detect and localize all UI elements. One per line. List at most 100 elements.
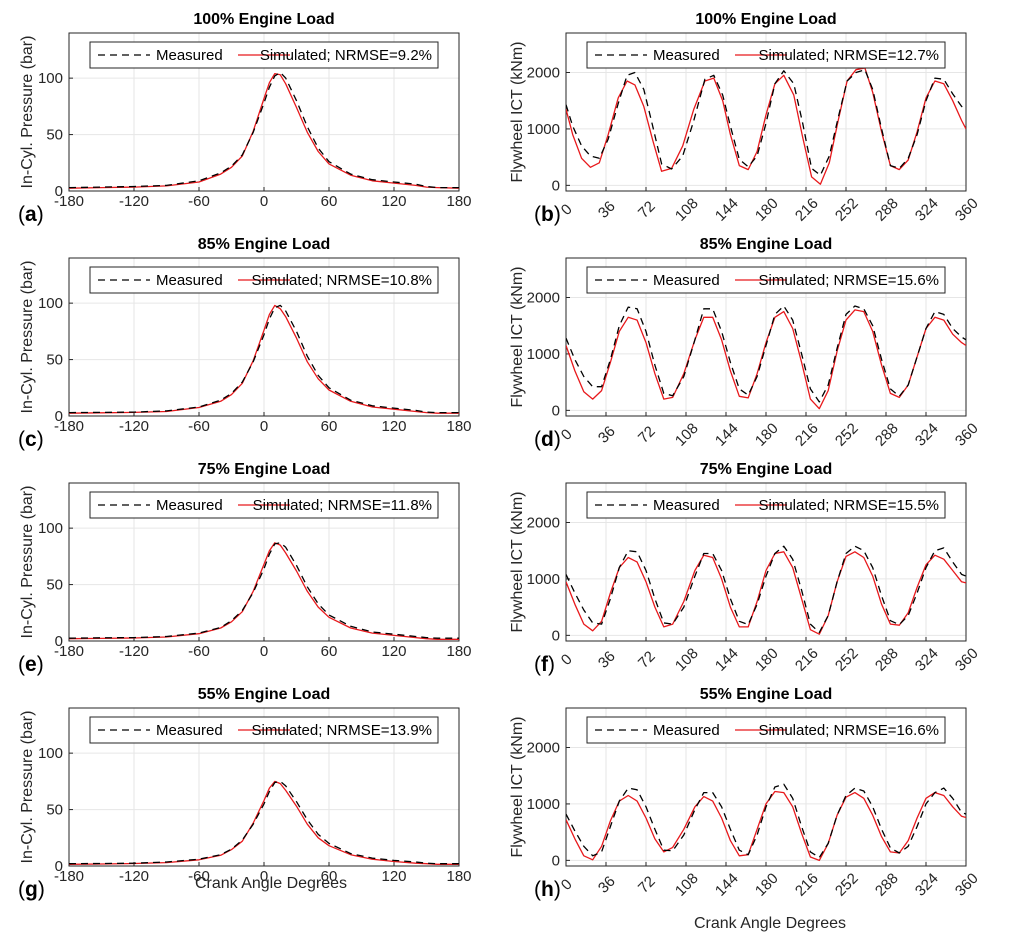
- legend-label-measured: Measured: [653, 47, 720, 64]
- legend: Measured Simulated; NRMSE=10.8%: [89, 266, 439, 294]
- x-tick-label: 120: [381, 418, 406, 435]
- legend-label-measured: Measured: [156, 497, 223, 514]
- legend: Measured Simulated; NRMSE=16.6%: [586, 716, 946, 744]
- x-tick-label: 60: [321, 418, 338, 435]
- chart-h: 0 36 72 108 144 180 216 252 288 324 36001000200055…: [509, 686, 982, 901]
- series-measured: [566, 69, 966, 176]
- legend: Measured Simulated; NRMSE=11.8%: [89, 491, 439, 519]
- panel-label: (e): [18, 653, 44, 676]
- series-measured: [566, 305, 966, 403]
- y-tick-label: 50: [46, 352, 63, 369]
- y-tick-label: 0: [55, 183, 63, 200]
- series-simulated: [69, 72, 459, 189]
- legend: Measured Simulated; NRMSE=12.7%: [586, 41, 946, 69]
- legend-label-simulated: Simulated; NRMSE=9.2%: [260, 47, 432, 64]
- legend: Measured Simulated; NRMSE=15.6%: [586, 266, 946, 294]
- chart-c: -180 -120 -60 0 60 120 180 0 50 100 85% Engine Loa…: [18, 236, 472, 451]
- legend-label-measured: Measured: [156, 272, 223, 289]
- y-tick-label: 100: [38, 520, 63, 537]
- series-measured: [69, 304, 459, 414]
- y-tick-label: 1000: [527, 121, 560, 138]
- x-tick-label: -60: [188, 418, 210, 435]
- y-tick-label: 50: [46, 802, 63, 819]
- y-tick-label: 0: [55, 633, 63, 650]
- series-measured: [69, 71, 459, 189]
- y-axis-label: Flywheel ICT (kNm): [509, 41, 526, 182]
- y-tick-label: 2000: [527, 65, 560, 82]
- legend: Measured Simulated; NRMSE=9.2%: [89, 41, 439, 69]
- y-tick-label: 0: [55, 858, 63, 875]
- chart-g: -180 -120 -60 0 60 120 180 0 50 100 55% Engine Loa…: [18, 686, 472, 901]
- y-tick-label: 1000: [527, 571, 560, 588]
- panel-label: (c): [18, 428, 44, 451]
- x-tick-label: -120: [119, 193, 149, 210]
- chart-title: 85% Engine Load: [700, 236, 832, 253]
- x-tick-label: -60: [188, 868, 210, 885]
- chart-title: 75% Engine Load: [700, 461, 832, 478]
- panel-label: (a): [18, 203, 44, 226]
- chart-a: -180 -120 -60 0 60 120 180 0 50 100 100% Engine Lo…: [18, 11, 472, 226]
- chart-title: 100% Engine Load: [193, 11, 334, 28]
- x-axis-label-right: Crank Angle Degrees: [694, 915, 846, 932]
- series-measured: [566, 783, 966, 859]
- series-simulated: [566, 551, 966, 635]
- y-tick-label: 0: [552, 852, 560, 869]
- legend-label-simulated: Simulated; NRMSE=10.8%: [252, 272, 433, 289]
- legend-label-measured: Measured: [156, 47, 223, 64]
- y-tick-label: 0: [552, 177, 560, 194]
- y-tick-label: 0: [55, 408, 63, 425]
- legend: Measured Simulated; NRMSE=13.9%: [89, 716, 439, 744]
- y-tick-label: 100: [38, 745, 63, 762]
- legend-label-measured: Measured: [156, 722, 223, 739]
- x-tick-label: -120: [119, 868, 149, 885]
- y-axis-label: Flywheel ICT (kNm): [509, 716, 526, 857]
- chart-title: 75% Engine Load: [198, 461, 330, 478]
- series-simulated: [69, 304, 459, 414]
- y-axis-label: In-Cyl. Pressure (bar): [19, 711, 36, 864]
- x-tick-label: -60: [188, 193, 210, 210]
- chart-title: 55% Engine Load: [700, 686, 832, 703]
- x-tick-label: 0: [260, 418, 268, 435]
- x-tick-label: 120: [381, 643, 406, 660]
- x-tick-label: -120: [119, 643, 149, 660]
- legend-label-measured: Measured: [653, 722, 720, 739]
- x-tick-label: 120: [381, 868, 406, 885]
- legend-label-measured: Measured: [653, 272, 720, 289]
- x-tick-label: 180: [446, 643, 471, 660]
- panel-label: (b): [534, 203, 561, 226]
- panel-label: (f): [534, 653, 555, 676]
- series-simulated: [566, 67, 966, 185]
- chart-e: -180 -120 -60 0 60 120 180 0 50 100 75% Engine Loa…: [18, 461, 472, 676]
- x-tick-label: -180: [54, 193, 84, 210]
- y-tick-label: 2000: [527, 515, 560, 532]
- legend-label-simulated: Simulated; NRMSE=16.6%: [759, 722, 940, 739]
- x-tick-label: 180: [446, 193, 471, 210]
- legend-label-simulated: Simulated; NRMSE=13.9%: [252, 722, 433, 739]
- y-tick-label: 2000: [527, 740, 560, 757]
- panel-label: (h): [534, 878, 561, 901]
- legend-label-simulated: Simulated; NRMSE=15.6%: [759, 272, 940, 289]
- legend-label-measured: Measured: [653, 497, 720, 514]
- chart-title: 55% Engine Load: [198, 686, 330, 703]
- chart-title: 85% Engine Load: [198, 236, 330, 253]
- y-axis-label: Flywheel ICT (kNm): [509, 266, 526, 407]
- x-tick-label: -60: [188, 643, 210, 660]
- x-tick-label: 180: [446, 868, 471, 885]
- chart-title: 100% Engine Load: [695, 11, 836, 28]
- y-tick-label: 2000: [527, 290, 560, 307]
- y-tick-label: 100: [38, 70, 63, 87]
- series-measured: [566, 545, 966, 634]
- x-tick-label: -180: [54, 418, 84, 435]
- x-tick-label: 0: [260, 868, 268, 885]
- y-tick-label: 0: [552, 402, 560, 419]
- x-tick-label: -120: [119, 418, 149, 435]
- y-tick-label: 1000: [527, 346, 560, 363]
- y-tick-label: 50: [46, 577, 63, 594]
- x-tick-label: -180: [54, 868, 84, 885]
- y-tick-label: 0: [552, 627, 560, 644]
- x-tick-label: 60: [321, 868, 338, 885]
- y-tick-label: 1000: [527, 796, 560, 813]
- panel-label: (d): [534, 428, 561, 451]
